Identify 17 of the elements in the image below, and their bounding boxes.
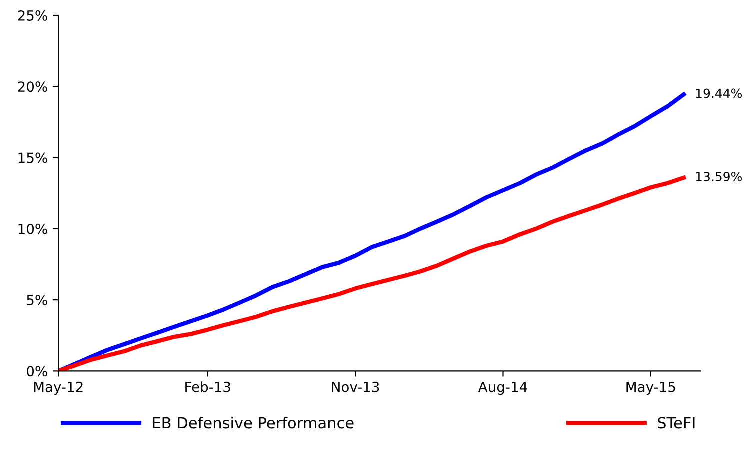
y-tick-label: 10% xyxy=(18,224,48,234)
y-tick-label: 20% xyxy=(18,82,48,92)
annotation: 19.44% xyxy=(696,88,742,98)
y-tick-label: 5% xyxy=(27,295,48,306)
legend-label: STeFI xyxy=(658,417,695,429)
annotation: 13.59% xyxy=(696,172,742,182)
x-tick-label: Aug-14 xyxy=(478,382,528,396)
y-tick-label: 0% xyxy=(27,366,48,377)
line-series xyxy=(58,176,686,372)
x-tick-label: May-15 xyxy=(626,382,676,396)
legend-label: EB Defensive Performance xyxy=(153,416,354,429)
line-series xyxy=(58,92,686,372)
y-tick-label: 15% xyxy=(18,152,48,164)
x-tick-label: May-12 xyxy=(34,382,83,396)
x-tick-label: Nov-13 xyxy=(332,382,380,392)
y-tick-label: 25% xyxy=(18,10,48,21)
x-tick-label: Feb-13 xyxy=(186,382,230,392)
